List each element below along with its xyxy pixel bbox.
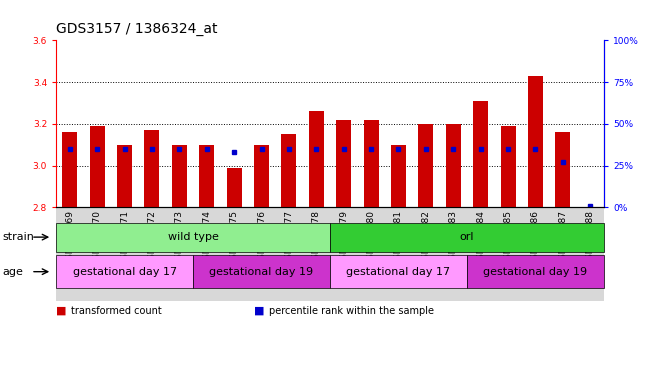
Text: gestational day 19: gestational day 19	[483, 266, 587, 277]
Text: ■: ■	[254, 306, 265, 316]
Text: percentile rank within the sample: percentile rank within the sample	[269, 306, 434, 316]
Text: strain: strain	[2, 232, 34, 242]
Bar	[254, 145, 269, 207]
Text: GDS3157 / 1386324_at: GDS3157 / 1386324_at	[56, 23, 218, 36]
Bar	[473, 101, 488, 207]
Text: gestational day 19: gestational day 19	[209, 266, 314, 277]
Bar	[418, 124, 434, 207]
Text: ■: ■	[56, 306, 67, 316]
Bar	[281, 134, 296, 207]
Bar	[364, 120, 379, 207]
Bar	[145, 130, 160, 207]
Bar	[555, 132, 570, 207]
Text: wild type: wild type	[168, 232, 218, 242]
Bar	[528, 76, 543, 207]
Bar	[117, 145, 132, 207]
Bar	[226, 168, 242, 207]
Bar	[446, 124, 461, 207]
Bar	[391, 145, 406, 207]
Bar	[199, 145, 214, 207]
Bar	[500, 126, 515, 207]
Text: orl: orl	[460, 232, 474, 242]
Bar	[336, 120, 351, 207]
Text: gestational day 17: gestational day 17	[346, 266, 451, 277]
Text: age: age	[2, 266, 23, 277]
Bar	[62, 132, 77, 207]
Text: transformed count: transformed count	[71, 306, 161, 316]
Bar	[309, 111, 324, 207]
Bar	[90, 126, 105, 207]
Text: gestational day 17: gestational day 17	[73, 266, 177, 277]
Bar	[172, 145, 187, 207]
